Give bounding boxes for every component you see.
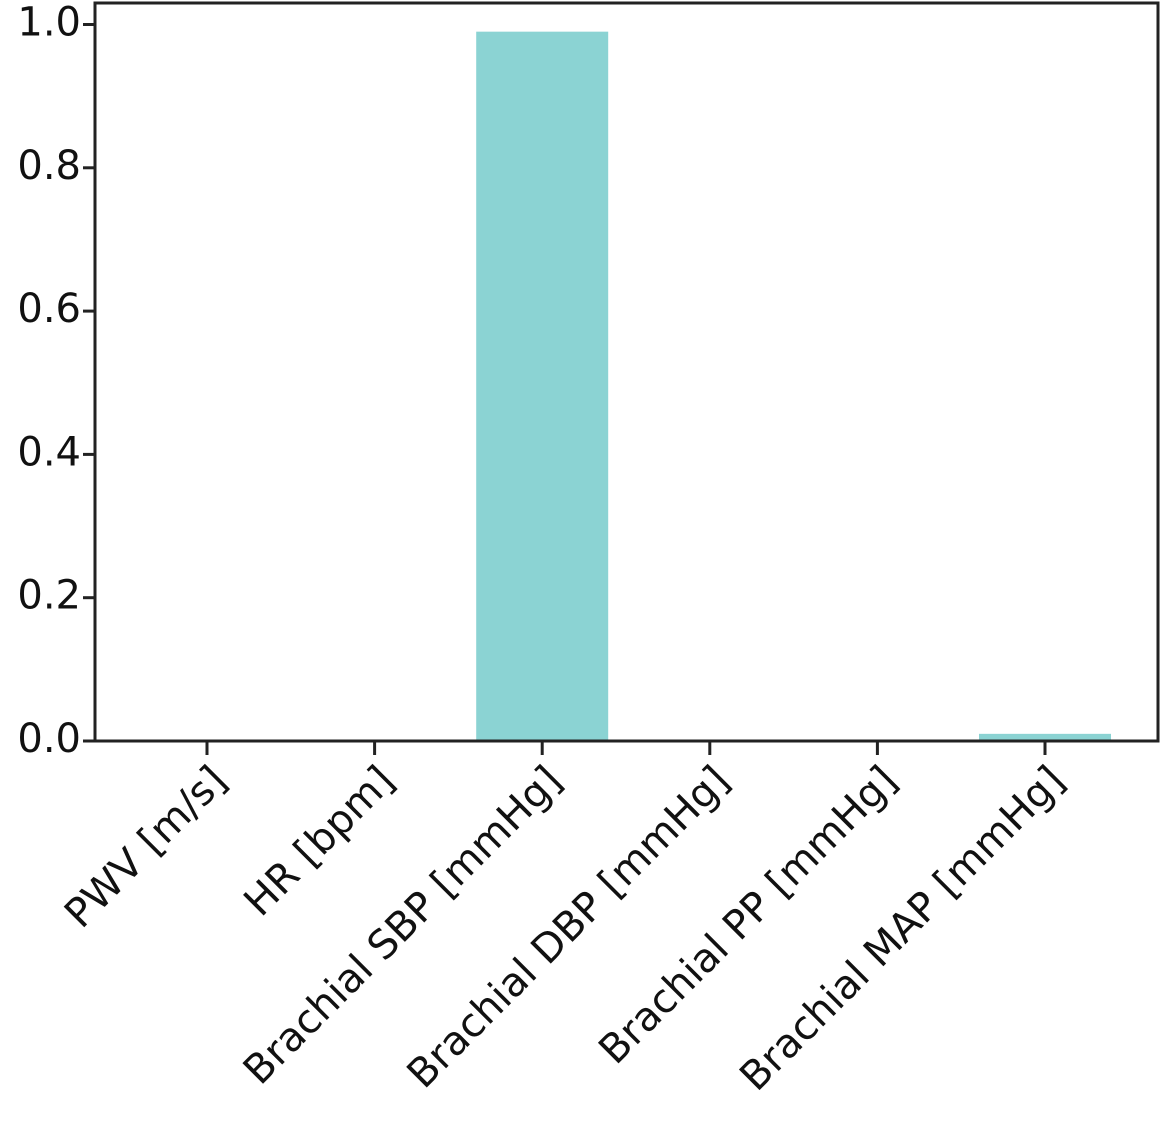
x-tick-label: HR [bpm] [235, 757, 403, 925]
y-tick-label: 0.6 [17, 286, 81, 332]
y-tick-label: 0.4 [17, 429, 81, 475]
plot-frame [93, 1, 1160, 743]
y-tick-label: 0.2 [17, 573, 81, 619]
bar [979, 733, 1111, 741]
x-tick-label: Brachial PP [mmHg] [590, 757, 906, 1073]
y-tick-label: 1.0 [17, 0, 81, 45]
x-tick-label: Brachial MAP [mmHg] [731, 757, 1074, 1100]
y-tick-label: 0.8 [17, 143, 81, 189]
y-tick-label: 0.0 [17, 716, 81, 762]
x-tick-label: PWV [m/s] [56, 757, 236, 937]
x-tick-label: Brachial DBP [mmHg] [399, 757, 739, 1097]
x-tick-label: Brachial SBP [mmHg] [235, 757, 571, 1093]
bar [476, 31, 609, 741]
